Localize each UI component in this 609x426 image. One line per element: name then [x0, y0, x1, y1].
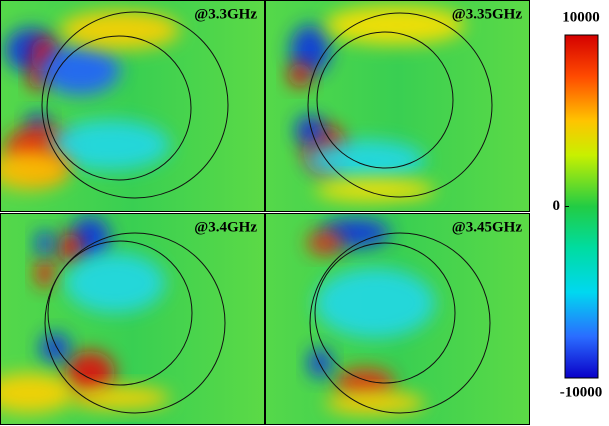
field-lobe: [40, 45, 120, 95]
field-lobe: [290, 25, 330, 75]
ring-outline: [314, 242, 456, 384]
panel-border: [265, 0, 530, 212]
ring-outline: [307, 12, 493, 198]
field-lobe: [65, 253, 165, 313]
field-lobe: [35, 258, 55, 288]
ring-outline: [47, 240, 193, 386]
frequency-label: @3.35GHz: [452, 6, 523, 22]
field-lobe: [308, 348, 332, 378]
field-panel: @3.45GHz: [265, 213, 530, 425]
colorbar-tick-label: -10000: [560, 384, 603, 400]
field-lobe: [35, 231, 55, 255]
field-panel: @3.4GHz: [0, 213, 265, 425]
field-lobe: [295, 115, 325, 145]
colorbar-tick-label: 0: [553, 198, 561, 214]
field-lobe: [335, 368, 395, 398]
frequency-label: @3.4GHz: [194, 219, 257, 235]
field-lobe: [0, 150, 70, 190]
frequency-label: @3.45GHz: [452, 219, 523, 235]
field-lobe: [40, 333, 70, 363]
ring-outline: [316, 31, 454, 169]
field-map: [265, 0, 530, 212]
field-lobe: [50, 120, 170, 170]
panel-border: [265, 213, 530, 425]
field-lobe: [65, 351, 115, 395]
ring-outline: [41, 11, 229, 199]
frequency-label: @3.3GHz: [194, 6, 257, 22]
field-lobe: [315, 268, 435, 338]
field-lobe: [325, 5, 465, 45]
colorbar-tick-label: 10000: [562, 9, 600, 25]
field-map: [0, 0, 265, 212]
field-lobe: [0, 373, 75, 413]
panel-border: [0, 213, 265, 425]
field-lobe: [58, 233, 82, 263]
ring-outline: [309, 232, 491, 414]
field-map: [0, 213, 265, 425]
field-panel: @3.3GHz: [0, 0, 265, 212]
field-lobe: [325, 391, 425, 415]
field-panel: @3.35GHz: [265, 0, 530, 212]
ring-outline: [46, 35, 192, 181]
field-lobe: [60, 10, 180, 50]
panel-border: [0, 0, 265, 212]
colorbar: [564, 34, 599, 379]
field-lobe: [288, 63, 312, 87]
field-lobe: [305, 140, 425, 180]
field-map: [265, 213, 530, 425]
ring-outline: [44, 232, 226, 414]
field-lobe: [307, 231, 343, 255]
field-lobe: [315, 178, 435, 202]
